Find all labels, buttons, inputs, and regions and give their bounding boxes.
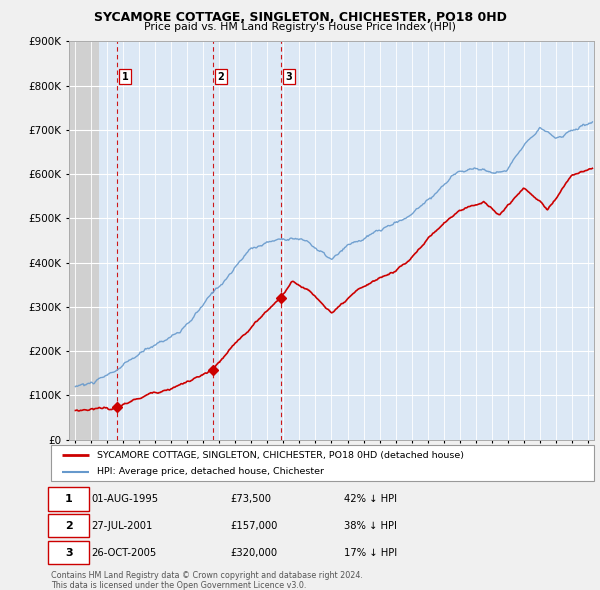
Text: Price paid vs. HM Land Registry's House Price Index (HPI): Price paid vs. HM Land Registry's House … [144,22,456,32]
Text: 38% ↓ HPI: 38% ↓ HPI [344,521,397,530]
Text: £157,000: £157,000 [230,521,278,530]
Text: SYCAMORE COTTAGE, SINGLETON, CHICHESTER, PO18 0HD (detached house): SYCAMORE COTTAGE, SINGLETON, CHICHESTER,… [97,451,464,460]
Text: 2: 2 [217,72,224,81]
Text: 1: 1 [121,72,128,81]
FancyBboxPatch shape [48,514,89,537]
Text: Contains HM Land Registry data © Crown copyright and database right 2024.
This d: Contains HM Land Registry data © Crown c… [51,571,363,590]
FancyBboxPatch shape [48,541,89,565]
Text: 26-OCT-2005: 26-OCT-2005 [92,548,157,558]
Text: £73,500: £73,500 [230,494,271,504]
FancyBboxPatch shape [48,487,89,510]
Text: HPI: Average price, detached house, Chichester: HPI: Average price, detached house, Chic… [97,467,324,477]
Polygon shape [69,41,100,440]
Text: 01-AUG-1995: 01-AUG-1995 [92,494,159,504]
Text: 3: 3 [65,548,73,558]
Text: £320,000: £320,000 [230,548,277,558]
Text: SYCAMORE COTTAGE, SINGLETON, CHICHESTER, PO18 0HD: SYCAMORE COTTAGE, SINGLETON, CHICHESTER,… [94,11,506,24]
Text: 17% ↓ HPI: 17% ↓ HPI [344,548,397,558]
Text: 1: 1 [65,494,73,504]
Text: 27-JUL-2001: 27-JUL-2001 [92,521,153,530]
Text: 3: 3 [286,72,292,81]
FancyBboxPatch shape [51,445,594,481]
Text: 2: 2 [65,521,73,530]
Text: 42% ↓ HPI: 42% ↓ HPI [344,494,397,504]
